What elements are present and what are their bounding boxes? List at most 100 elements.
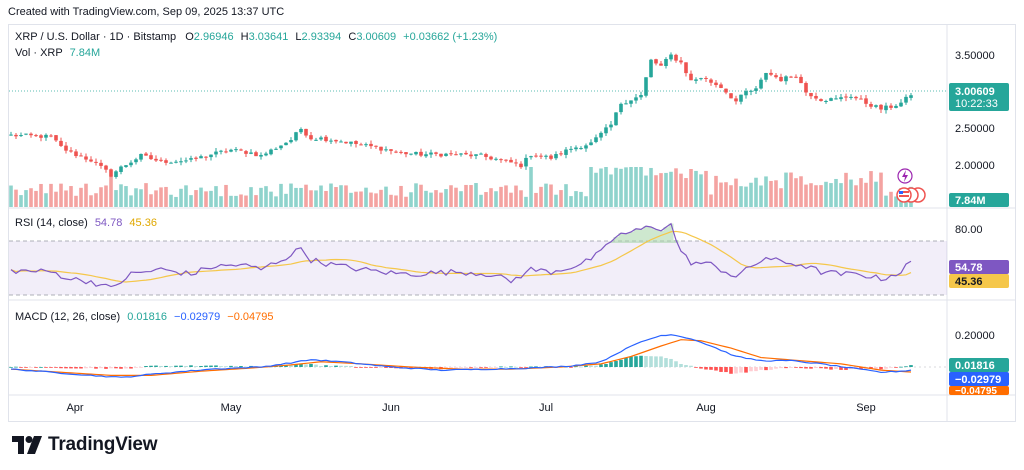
candle-body (659, 63, 663, 66)
volume-bar (539, 186, 543, 207)
candle-body (159, 159, 163, 161)
legend-rsi-value: 54.78 (95, 217, 123, 229)
candle-body (854, 96, 858, 99)
candle-body (589, 142, 593, 146)
volume-bar (549, 184, 553, 207)
volume-bar (799, 176, 803, 207)
candle-body (504, 159, 508, 161)
volume-bar (569, 196, 573, 207)
candle-body (149, 155, 153, 160)
volume-bar (279, 183, 283, 207)
volume-bar (424, 190, 428, 207)
volume-bar (44, 193, 48, 207)
volume-bar (764, 176, 768, 207)
volume-bar (874, 181, 878, 207)
price-tick-350: 3.50000 (955, 50, 995, 62)
volume-bar (204, 191, 208, 207)
candle-body (244, 151, 248, 154)
volume-bar (784, 172, 788, 207)
macd-histogram-bar (364, 367, 368, 368)
macd-histogram-bar (209, 365, 213, 367)
lightning-event-icon[interactable] (897, 168, 913, 184)
candle-body (579, 148, 583, 150)
volume-bar (389, 194, 393, 207)
macd-histogram-bar (354, 367, 358, 368)
candle-body (324, 136, 328, 142)
volume-badge (949, 193, 1009, 207)
time-label-apr: Apr (66, 402, 83, 414)
volume-bar (469, 185, 473, 207)
macd-histogram-bar (154, 365, 158, 367)
volume-bar (714, 175, 718, 207)
volume-bar (149, 194, 153, 207)
macd-histogram-bar (489, 367, 493, 368)
volume-bar (724, 182, 728, 207)
chart-frame[interactable]: XRP / U.S. Dollar · 1D · Bitstamp O2.969… (8, 24, 1016, 422)
volume-bar (144, 183, 148, 207)
candle-body (529, 156, 533, 158)
volume-bar (99, 187, 103, 207)
price-candles[interactable] (9, 52, 913, 179)
volume-bar (609, 174, 613, 207)
candle-body (614, 112, 618, 126)
candle-body (274, 148, 278, 150)
volume-bar (129, 195, 133, 207)
candle-body (544, 155, 548, 157)
macd-signal-badge-value: −0.04795 (955, 386, 997, 397)
volume-bar (444, 189, 448, 207)
tradingview-logo[interactable]: TradingView (12, 434, 158, 456)
macd-histogram-bar (314, 364, 318, 367)
macd-histogram-bar (664, 358, 668, 367)
macd-histogram-bar (564, 366, 568, 368)
macd-histogram-bar (349, 366, 353, 367)
candle-body (194, 157, 198, 159)
candle-body (879, 104, 883, 110)
candle-body (779, 76, 783, 82)
candle-body (209, 154, 213, 158)
macd-histogram-bar (29, 367, 33, 368)
rsi-ma-line (10, 230, 912, 283)
volume-bar (259, 187, 263, 207)
candle-body (239, 149, 243, 151)
candle-body (229, 149, 233, 152)
candle-body (129, 162, 133, 166)
macd-line-badge (949, 372, 1009, 386)
candle-body (234, 149, 238, 151)
volume-bar (369, 192, 373, 207)
macd-histogram-bar (224, 366, 228, 368)
macd-histogram-bar (359, 367, 363, 368)
volume-bar (484, 192, 488, 207)
volume-bar (309, 190, 313, 207)
volume-bar (169, 194, 173, 207)
candle-body (74, 151, 78, 157)
volume-bar (299, 187, 303, 207)
volume-bar (404, 196, 408, 207)
macd-histogram-bar (174, 365, 178, 367)
candle-body (164, 160, 168, 163)
candle-body (284, 142, 288, 146)
macd-histogram-bar (184, 365, 188, 367)
volume-bar (499, 186, 503, 207)
candle-body (264, 153, 268, 156)
legend-macd: MACD (12, 26, close) 0.01816 −0.02979 −0… (15, 311, 273, 323)
volume-bar (29, 188, 33, 207)
volume-bar (284, 193, 288, 207)
volume-bar (474, 183, 478, 207)
us-flag-event-icon[interactable] (896, 187, 926, 203)
legend-vol-value: 7.84M (70, 47, 101, 59)
candle-body (19, 135, 23, 137)
candle-body (719, 84, 723, 88)
candle-body (224, 151, 228, 153)
candle-body (769, 72, 773, 75)
candle-body (119, 166, 123, 172)
candle-body (184, 160, 188, 162)
rsi-ma-badge-value: 45.36 (955, 276, 983, 288)
legend-vol-label: Vol · XRP (15, 47, 63, 59)
volume-bar (324, 190, 328, 207)
macd-histogram-bar (119, 367, 123, 369)
volume-bar (859, 178, 863, 207)
volume-bar (564, 184, 568, 207)
macd-histogram-bar (799, 367, 803, 369)
macd-histogram-bar (789, 367, 793, 368)
chart-canvas[interactable]: XRP / U.S. Dollar · 1D · Bitstamp O2.969… (9, 25, 1015, 421)
